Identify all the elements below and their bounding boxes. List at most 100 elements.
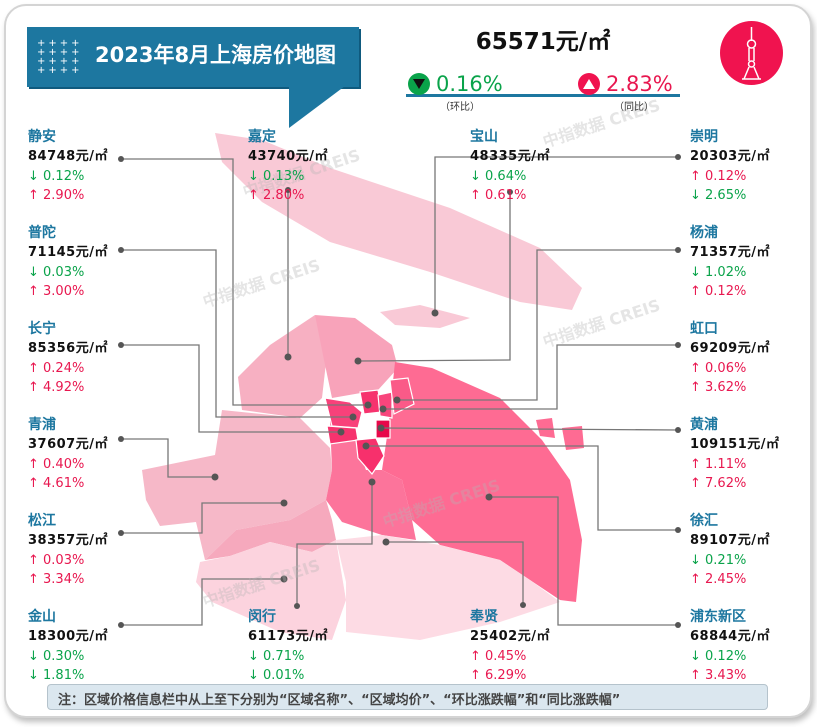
district-info: 闵行 61173元/㎡ ↓ 0.71% ↓ 0.01% bbox=[248, 608, 328, 685]
district-price: 43740元/㎡ bbox=[248, 149, 328, 165]
district-mom: ↑ 0.12% bbox=[690, 168, 747, 184]
district-mom: ↓ 0.03% bbox=[28, 264, 85, 280]
title-banner: ++++ ++++ ++++ ++++ 2023年8月上海房价地图 bbox=[27, 27, 359, 128]
district-price: 68844元/㎡ bbox=[690, 629, 770, 645]
district-mom: ↑ 0.06% bbox=[690, 360, 747, 376]
district-yoy: ↑ 7.62% bbox=[690, 475, 747, 491]
district-price: 61173元/㎡ bbox=[248, 629, 328, 645]
district-mom: ↓ 0.12% bbox=[690, 648, 747, 664]
district-name: 松江 bbox=[28, 513, 56, 529]
district-name: 奉贤 bbox=[470, 609, 498, 625]
district-yoy: ↑ 4.61% bbox=[28, 475, 85, 491]
plus-grid-icon: ++++ ++++ ++++ ++++ bbox=[37, 38, 83, 76]
page-title: 2023年8月上海房价地图 bbox=[95, 43, 337, 67]
region-east-islets bbox=[536, 418, 555, 438]
district-info: 松江 38357元/㎡ ↑ 0.03% ↑ 3.34% bbox=[28, 512, 108, 589]
region-fengxian bbox=[336, 535, 560, 640]
district-mom: ↑ 0.24% bbox=[28, 360, 85, 376]
district-yoy: ↑ 4.92% bbox=[28, 379, 85, 395]
district-price: 37607元/㎡ bbox=[28, 437, 108, 453]
district-yoy: ↑ 3.43% bbox=[690, 667, 747, 683]
district-price: 48335元/㎡ bbox=[470, 149, 550, 165]
district-info: 虹口 69209元/㎡ ↑ 0.06% ↑ 3.62% bbox=[690, 320, 770, 397]
district-mom: ↓ 0.64% bbox=[470, 168, 527, 184]
mom-change: 0.16% bbox=[408, 72, 503, 96]
district-mom: ↑ 0.45% bbox=[470, 648, 527, 664]
district-name: 静安 bbox=[28, 129, 56, 145]
region-yangpu bbox=[389, 377, 415, 415]
connector-lines bbox=[121, 156, 679, 626]
region-jinshan bbox=[196, 540, 346, 640]
district-mom: ↑ 1.11% bbox=[690, 456, 747, 472]
district-price: 20303元/㎡ bbox=[690, 149, 770, 165]
district-name: 青浦 bbox=[28, 417, 56, 433]
district-mom: ↓ 0.71% bbox=[248, 648, 305, 664]
district-info: 崇明 20303元/㎡ ↑ 0.12% ↓ 2.65% bbox=[690, 128, 770, 205]
district-price: 38357元/㎡ bbox=[28, 533, 108, 549]
district-yoy: ↑ 2.90% bbox=[28, 187, 85, 203]
district-name: 浦东新区 bbox=[690, 609, 746, 625]
district-mom: ↓ 0.21% bbox=[690, 552, 747, 568]
district-info: 青浦 37607元/㎡ ↑ 0.40% ↑ 4.61% bbox=[28, 416, 108, 493]
district-name: 徐汇 bbox=[690, 513, 718, 529]
district-yoy: ↑ 3.34% bbox=[28, 571, 85, 587]
district-name: 虹口 bbox=[690, 321, 718, 337]
region-chongming bbox=[215, 133, 582, 310]
region-pudong bbox=[382, 362, 582, 602]
district-yoy: ↓ 0.01% bbox=[248, 667, 305, 683]
district-price: 109151元/㎡ bbox=[690, 437, 780, 453]
mom-value: 0.16% bbox=[436, 72, 503, 96]
district-name: 闵行 bbox=[248, 609, 276, 625]
district-yoy: ↓ 1.81% bbox=[28, 667, 85, 683]
district-info: 奉贤 25402元/㎡ ↑ 0.45% ↑ 6.29% bbox=[470, 608, 550, 685]
district-name: 崇明 bbox=[690, 129, 718, 145]
district-info: 静安 84748元/㎡ ↓ 0.12% ↑ 2.90% bbox=[28, 128, 108, 205]
district-name: 嘉定 bbox=[248, 129, 276, 145]
district-info: 浦东新区 68844元/㎡ ↓ 0.12% ↑ 3.43% bbox=[690, 608, 770, 685]
district-price: 71357元/㎡ bbox=[690, 245, 770, 261]
district-price: 69209元/㎡ bbox=[690, 341, 770, 357]
triangle-up-icon bbox=[578, 73, 600, 95]
district-mom: ↓ 0.30% bbox=[28, 648, 85, 664]
district-info: 长宁 85356元/㎡ ↑ 0.24% ↑ 4.92% bbox=[28, 320, 108, 397]
district-yoy: ↑ 3.62% bbox=[690, 379, 747, 395]
district-price: 71145元/㎡ bbox=[28, 245, 108, 261]
district-name: 宝山 bbox=[470, 129, 498, 145]
district-name: 黄浦 bbox=[690, 417, 718, 433]
district-mom: ↓ 0.12% bbox=[28, 168, 85, 184]
district-info: 嘉定 43740元/㎡ ↓ 0.13% ↑ 2.80% bbox=[248, 128, 328, 205]
district-info: 普陀 71145元/㎡ ↓ 0.03% ↑ 3.00% bbox=[28, 224, 108, 301]
district-name: 普陀 bbox=[28, 225, 56, 241]
region-songjiang bbox=[205, 500, 336, 560]
district-yoy: ↑ 6.29% bbox=[470, 667, 527, 683]
district-info: 金山 18300元/㎡ ↓ 0.30% ↓ 1.81% bbox=[28, 608, 108, 685]
district-mom: ↓ 0.13% bbox=[248, 168, 305, 184]
average-price: 65571元/㎡ bbox=[475, 29, 611, 55]
district-price: 89107元/㎡ bbox=[690, 533, 770, 549]
district-name: 杨浦 bbox=[690, 225, 718, 241]
district-price: 18300元/㎡ bbox=[28, 629, 108, 645]
district-info: 杨浦 71357元/㎡ ↓ 1.02% ↑ 0.12% bbox=[690, 224, 770, 301]
district-price: 84748元/㎡ bbox=[28, 149, 108, 165]
oriental-pearl-tower-icon bbox=[720, 21, 783, 85]
district-yoy: ↑ 2.80% bbox=[248, 187, 305, 203]
yoy-value: 2.83% bbox=[606, 72, 673, 96]
connector-dots bbox=[118, 154, 681, 628]
region-hongkou bbox=[377, 391, 393, 419]
district-name: 金山 bbox=[28, 609, 56, 625]
region-east-islets-2 bbox=[562, 426, 584, 450]
mom-caption: （环比） bbox=[440, 102, 480, 113]
district-yoy: ↑ 2.45% bbox=[690, 571, 747, 587]
region-chongming-islet bbox=[380, 305, 470, 328]
district-yoy: ↓ 2.65% bbox=[690, 187, 747, 203]
region-qingpu bbox=[142, 410, 332, 560]
footnote: 注：区域价格信息栏中从上至下分别为“区域名称”、“区域均价”、“环比涨跌幅”和“… bbox=[47, 684, 768, 710]
district-yoy: ↑ 0.61% bbox=[470, 187, 527, 203]
district-price: 85356元/㎡ bbox=[28, 341, 108, 357]
region-jiading bbox=[238, 315, 328, 418]
district-info: 徐汇 89107元/㎡ ↓ 0.21% ↑ 2.45% bbox=[690, 512, 770, 589]
yoy-caption: （同比） bbox=[614, 102, 654, 113]
district-mom: ↓ 1.02% bbox=[690, 264, 747, 280]
district-name: 长宁 bbox=[28, 321, 56, 337]
